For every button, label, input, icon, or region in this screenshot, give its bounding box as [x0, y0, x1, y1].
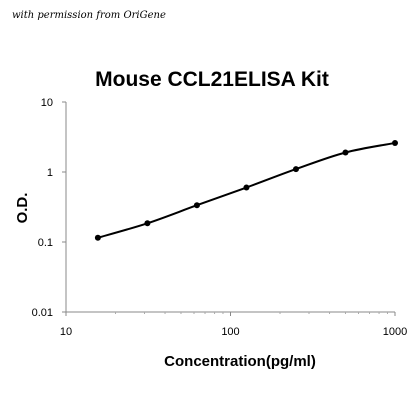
x-tick-label: 10	[60, 326, 72, 338]
ticks: 10 100 1000 0.01 0.1 1 10	[32, 97, 408, 338]
y-tick-label: 0.01	[32, 307, 53, 319]
permission-credit: with permission from OriGene	[12, 10, 166, 21]
series	[94, 139, 398, 241]
x-axis-label: Concentration(pg/ml)	[164, 353, 316, 370]
x-tick-label: 1000	[383, 326, 407, 338]
y-tick-label: 10	[41, 97, 53, 109]
data-point	[292, 166, 299, 173]
x-tick-label: 100	[221, 326, 239, 338]
data-point	[243, 184, 250, 191]
data-point	[94, 234, 101, 241]
y-tick-label: 0.1	[38, 237, 53, 249]
data-point	[193, 202, 200, 209]
plot-frame	[65, 102, 395, 313]
data-point	[144, 220, 151, 227]
chart-title: Mouse CCL21ELISA Kit	[95, 68, 329, 91]
data-point	[392, 139, 398, 146]
y-tick-label: 1	[47, 167, 53, 179]
data-point	[342, 149, 349, 156]
y-axis-label: O.D.	[14, 193, 31, 224]
